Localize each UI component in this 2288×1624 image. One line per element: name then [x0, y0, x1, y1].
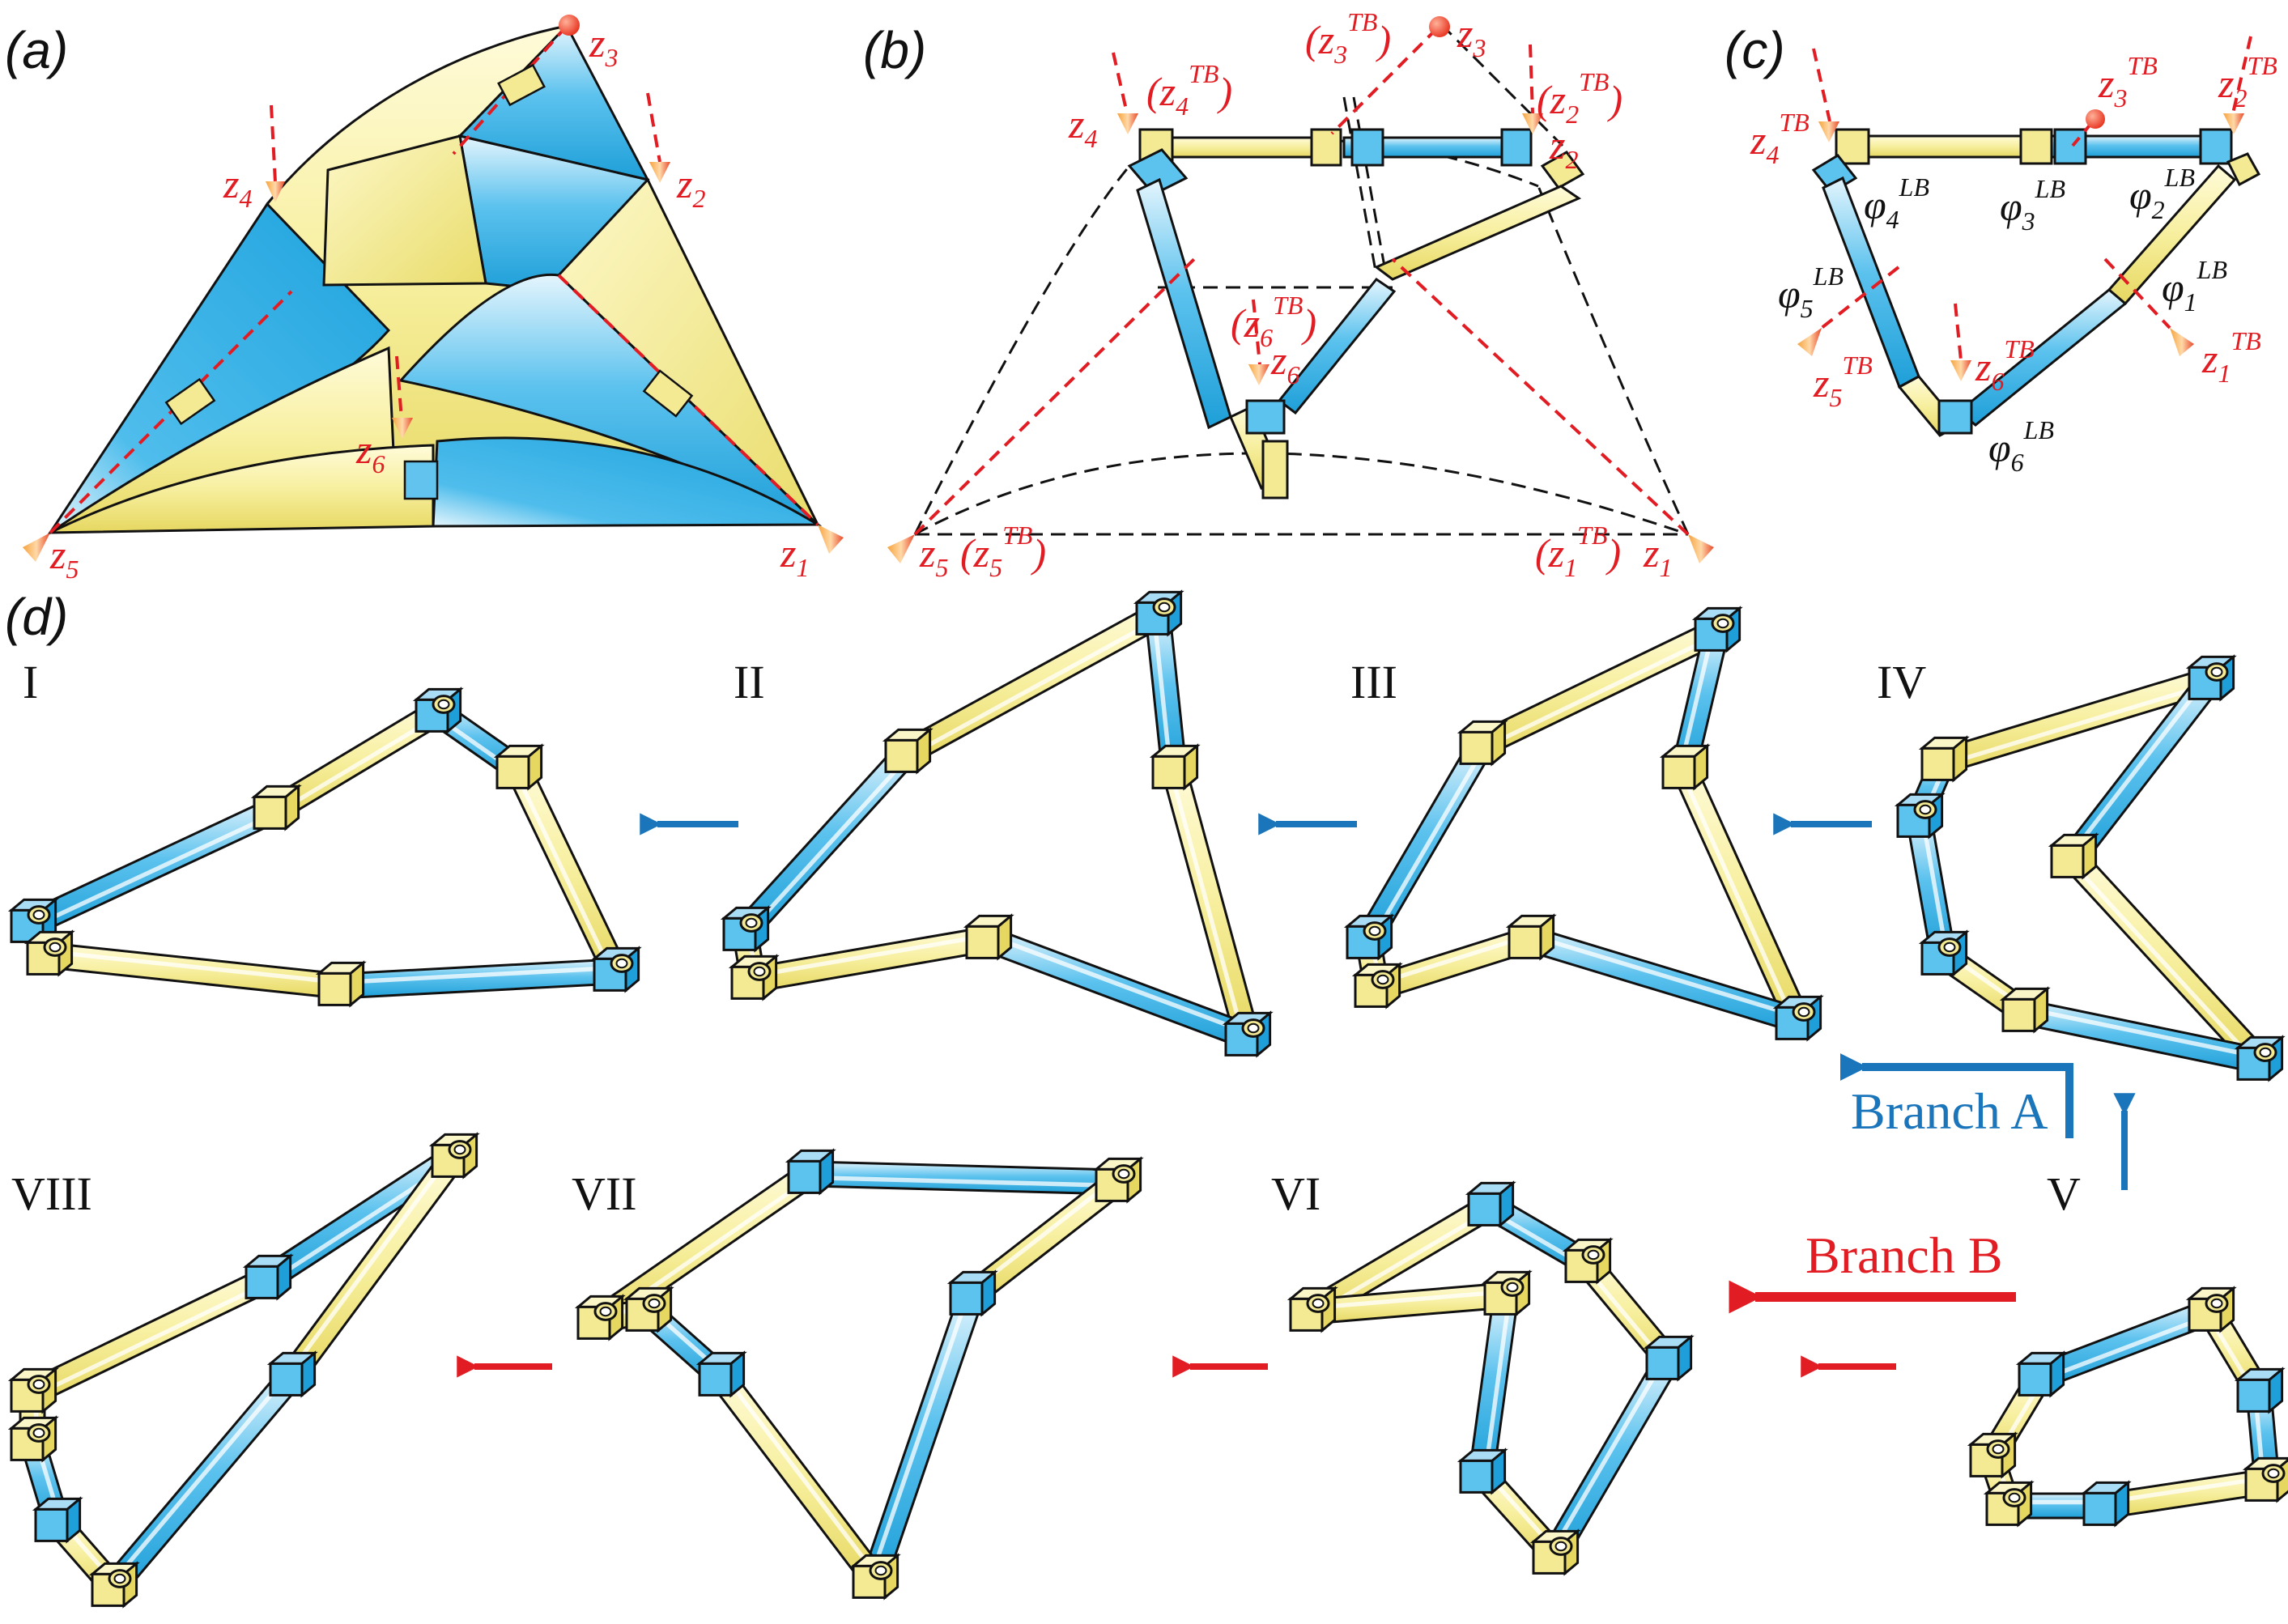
linkage-vi	[1286, 1180, 1695, 1576]
state-label-vi: VI	[1271, 1167, 1320, 1220]
b-z4-label: z4	[1068, 101, 1097, 153]
linkage-configurations	[7, 589, 2288, 1609]
linkage-iv	[1894, 654, 2286, 1082]
c-phi6-label: φ6LB	[1988, 415, 2054, 477]
c-phi1-label: φ1LB	[2162, 255, 2227, 317]
state-label-viii: VIII	[11, 1167, 92, 1220]
panel-c-label: (c)	[1725, 21, 1785, 79]
b-z1tb-label: (z1TB)	[1535, 521, 1621, 582]
panel-d-label: (d)	[5, 588, 68, 646]
c-phi2-label: φ2LB	[2129, 163, 2195, 224]
a-z1-label: z1	[780, 530, 809, 582]
state-label-ii: II	[734, 656, 765, 708]
state-label-iv: IV	[1877, 656, 1926, 708]
b-z3tb-label: (z3TB)	[1305, 7, 1391, 69]
c-z1-label: z1TB	[2201, 326, 2261, 388]
state-label-iii: III	[1350, 656, 1397, 708]
c-z5-label: z5TB	[1813, 351, 1873, 412]
b-z2-label: z2	[1549, 122, 1578, 174]
panel-c: (c) z4TB	[1725, 21, 2277, 477]
c-phi5-label: φ5LB	[1778, 261, 1844, 323]
panel-a-label: (a)	[5, 21, 68, 79]
a-z5-label: z5	[49, 532, 79, 584]
state-label-i: I	[23, 656, 38, 708]
b-z5-label: z5	[919, 530, 948, 582]
linkage-viii	[7, 1132, 480, 1609]
a-z3-label: z3	[589, 20, 618, 72]
c-z2-label: z2TB	[2218, 51, 2277, 113]
c-z6-label: z6TB	[1975, 334, 2035, 396]
linkage-i	[7, 687, 642, 1008]
c-phi3-label: φ3LB	[2000, 174, 2065, 236]
b-z3-label: z3	[1457, 11, 1486, 62]
c-phi4-label: φ4LB	[1864, 172, 1929, 234]
branch-a-label: Branch A	[1851, 1082, 2048, 1140]
branch-b-label: Branch B	[1805, 1227, 2003, 1284]
a-z2-label: z2	[676, 161, 705, 213]
c-z3-label: z3TB	[2098, 51, 2158, 113]
b-z6-label: z6	[1270, 338, 1299, 389]
state-label-vii: VII	[572, 1167, 637, 1220]
b-z2tb-label: (z2TB)	[1537, 67, 1622, 129]
branch-a-arrow	[1839, 1052, 2073, 1138]
linkage-v	[1967, 1286, 2288, 1528]
linkage-vii	[574, 1148, 1144, 1601]
linkage-ii	[720, 589, 1274, 1058]
panel-a: (a)	[5, 15, 844, 584]
linkage-iii	[1343, 606, 1824, 1042]
state-label-v: V	[2047, 1167, 2081, 1220]
a-z6-label: z6	[355, 427, 385, 478]
b-z4tb-label: (z4TB)	[1146, 59, 1232, 121]
panel-b-label: (b)	[863, 21, 926, 79]
panel-b: (b)	[863, 7, 1714, 582]
b-z1-label: z1	[1643, 530, 1672, 582]
c-z4-label: z4TB	[1750, 108, 1810, 169]
a-z4-label: z4	[223, 161, 252, 213]
panel-d: (d) I II III IV V VI VII VIII Branch A B…	[5, 588, 2288, 1609]
b-z5tb-label: (z5TB)	[960, 521, 1046, 582]
